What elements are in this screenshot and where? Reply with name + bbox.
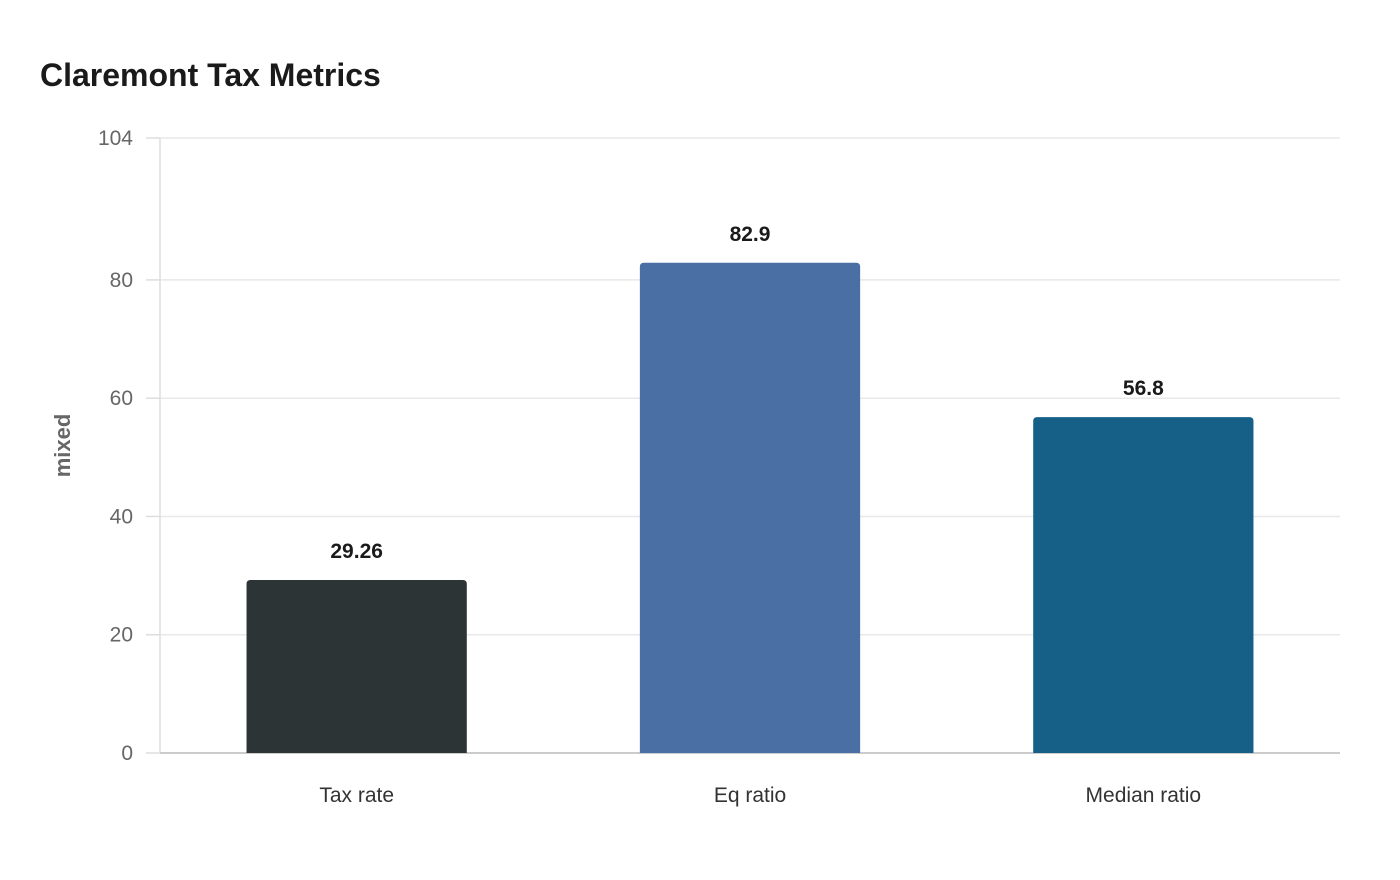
bars xyxy=(246,262,1254,753)
x-category-label: Tax rate xyxy=(319,784,394,807)
chart-title: Claremont Tax Metrics xyxy=(40,57,381,93)
y-tick-label: 20 xyxy=(110,624,133,647)
y-tick-label: 60 xyxy=(110,387,133,410)
x-category-label: Median ratio xyxy=(1086,784,1202,807)
bar-eq-ratio xyxy=(639,262,861,753)
value-label: 82.9 xyxy=(730,223,771,246)
x-axis-categories: Tax rate Eq ratio Median ratio xyxy=(319,784,1201,807)
y-tick-label: 104 xyxy=(98,127,133,150)
x-category-label: Eq ratio xyxy=(714,784,786,807)
y-axis-ticks: 0 20 40 60 80 104 xyxy=(98,127,160,765)
y-tick-label: 80 xyxy=(110,269,133,292)
y-tick-label: 40 xyxy=(110,505,133,528)
value-label: 29.26 xyxy=(330,540,383,563)
bar-median-ratio xyxy=(1033,417,1254,753)
value-labels: 29.26 82.9 56.8 xyxy=(330,223,1164,563)
bar-tax-rate xyxy=(246,579,467,753)
y-tick-label: 0 xyxy=(121,742,133,765)
value-label: 56.8 xyxy=(1123,377,1164,400)
y-axis-title: mixed xyxy=(50,414,75,478)
